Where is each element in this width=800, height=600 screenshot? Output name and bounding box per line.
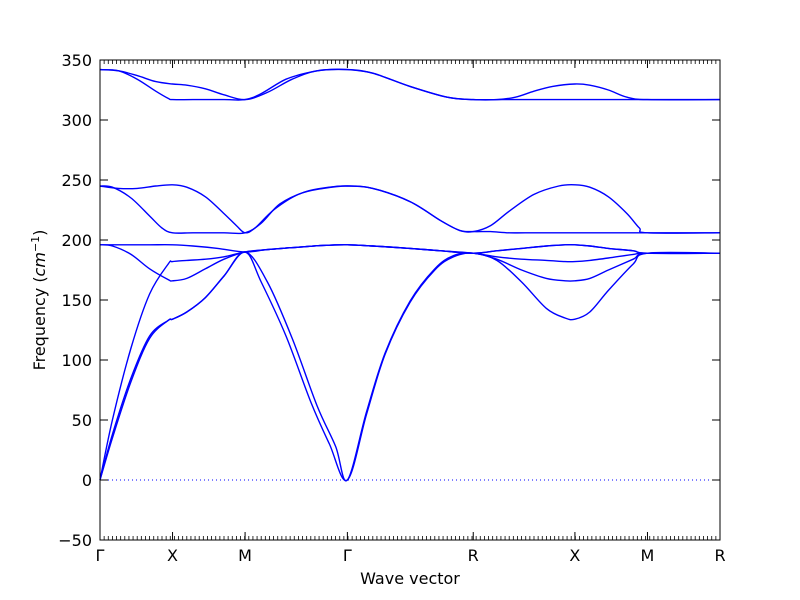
x-axis-label: Wave vector [360, 569, 460, 588]
y-tick-label: 350 [61, 51, 92, 70]
band-line-3 [99, 244, 721, 481]
y-axis-label-close: ) [30, 230, 49, 236]
y-axis-label-exponent: −1 [29, 236, 42, 252]
y-axis-label: Frequency (cm−1) [29, 230, 50, 371]
y-tick-label: 100 [61, 351, 92, 370]
y-tick-label: 300 [61, 111, 92, 130]
band-line-5 [100, 243, 721, 255]
y-axis-ticks: −50 0 50 100 150 200 250 300 350 [58, 51, 720, 550]
band-line-2 [99, 251, 721, 482]
band-line-9 [99, 68, 721, 101]
x-tick-label: R [468, 546, 479, 565]
band-line-1 [99, 251, 721, 482]
x-tick-label: Γ [96, 546, 105, 565]
band-line-7 [99, 183, 721, 234]
x-tick-label: X [569, 546, 580, 565]
band-line-6 [99, 185, 720, 235]
x-tick-label: R [714, 546, 725, 565]
y-tick-label: 250 [61, 171, 92, 190]
x-tick-label: M [641, 546, 655, 565]
y-tick-label: −50 [58, 531, 92, 550]
y-axis-label-text: Frequency ( [30, 276, 49, 370]
y-axis-label-unit: cm [30, 252, 49, 276]
x-tick-label: Γ [343, 546, 352, 565]
band-series-group [99, 68, 721, 482]
x-tick-label: M [238, 546, 252, 565]
y-tick-label: 150 [61, 291, 92, 310]
band-line-8 [99, 68, 720, 101]
y-tick-label: 0 [82, 471, 92, 490]
y-tick-label: 200 [61, 231, 92, 250]
x-tick-label: X [167, 546, 178, 565]
y-tick-label: 50 [72, 411, 92, 430]
